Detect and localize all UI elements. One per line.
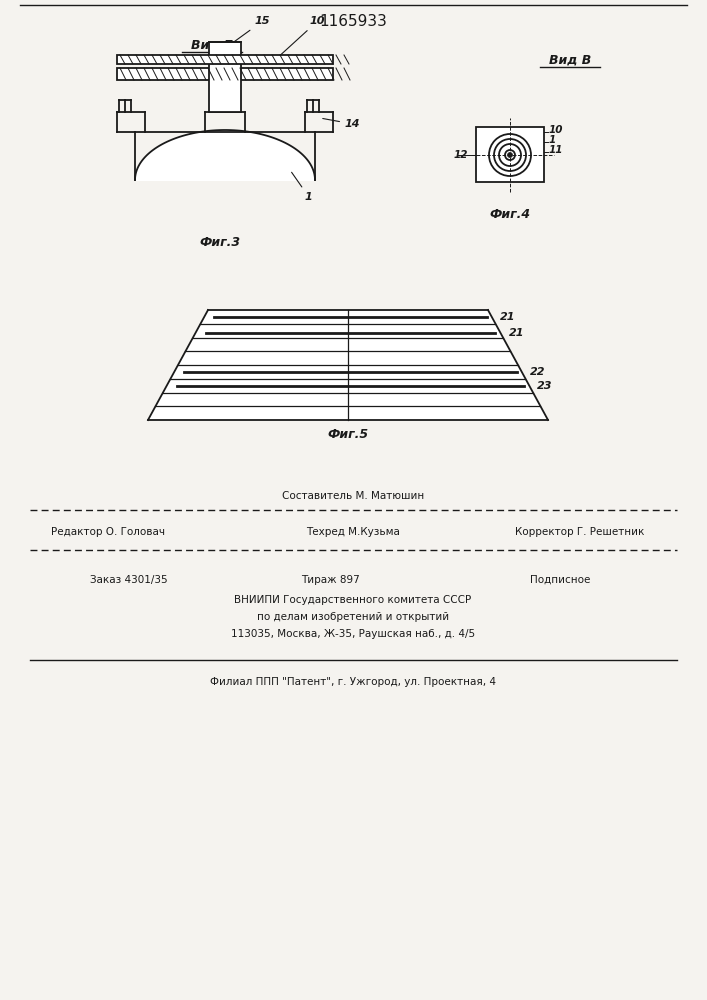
Text: Подписное: Подписное	[530, 575, 590, 585]
Text: 11: 11	[549, 145, 563, 155]
Text: по делам изобретений и открытий: по делам изобретений и открытий	[257, 612, 449, 622]
Text: 1: 1	[549, 135, 556, 145]
Text: Заказ 4301/35: Заказ 4301/35	[90, 575, 168, 585]
Text: Фиг.5: Фиг.5	[327, 428, 368, 442]
Text: ВНИИПИ Государственного комитета СССР: ВНИИПИ Государственного комитета СССР	[235, 595, 472, 605]
Bar	[117, 55, 333, 64]
Text: Тираж 897: Тираж 897	[300, 575, 359, 585]
Bar	[117, 68, 333, 80]
Text: 14: 14	[322, 119, 361, 129]
Text: 10: 10	[549, 125, 563, 135]
Text: Филиал ППП "Патент", г. Ужгород, ул. Проектная, 4: Филиал ППП "Патент", г. Ужгород, ул. Про…	[210, 677, 496, 687]
Text: Вид Б: Вид Б	[191, 38, 233, 51]
Text: 23: 23	[537, 381, 553, 391]
Text: 22: 22	[530, 367, 545, 377]
Text: Фиг.4: Фиг.4	[489, 209, 530, 222]
Text: 12: 12	[454, 150, 469, 160]
Text: 10: 10	[277, 16, 325, 58]
Polygon shape	[148, 310, 548, 420]
Text: Редактор О. Головач: Редактор О. Головач	[51, 527, 165, 537]
Text: 1: 1	[291, 172, 312, 202]
Text: 21: 21	[500, 312, 515, 322]
Text: Составитель М. Матюшин: Составитель М. Матюшин	[282, 491, 424, 501]
Text: 1165933: 1165933	[319, 14, 387, 29]
Text: Фиг.3: Фиг.3	[199, 235, 240, 248]
Bar	[476, 127, 544, 182]
Text: 21: 21	[508, 328, 524, 338]
Text: 113035, Москва, Ж-35, Раушская наб., д. 4/5: 113035, Москва, Ж-35, Раушская наб., д. …	[231, 629, 475, 639]
Text: 15: 15	[222, 16, 271, 50]
Text: Вид В: Вид В	[549, 53, 591, 66]
Text: Техред М.Кузьма: Техред М.Кузьма	[306, 527, 400, 537]
Polygon shape	[135, 130, 315, 180]
Circle shape	[508, 152, 513, 157]
Bar	[209, 42, 241, 112]
Text: Корректор Г. Решетник: Корректор Г. Решетник	[515, 527, 645, 537]
